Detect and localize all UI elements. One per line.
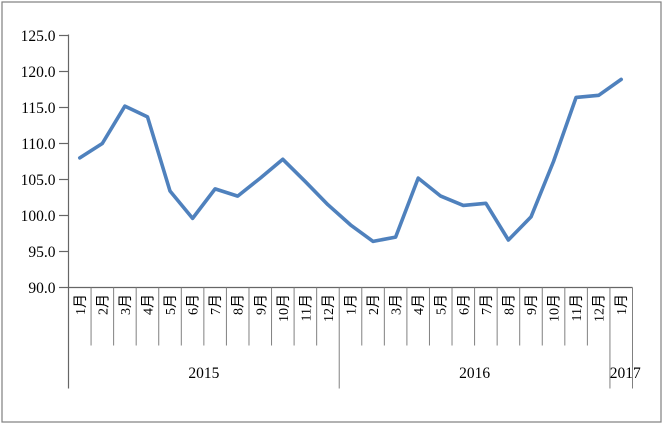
month-label: 12月 — [592, 294, 608, 322]
month-label: 3月 — [389, 294, 405, 315]
year-label: 2016 — [459, 365, 490, 382]
y-axis-tick-label: 125.0 — [21, 28, 56, 45]
y-axis-tick-label: 90.0 — [28, 280, 55, 297]
month-label: 12月 — [321, 294, 337, 322]
month-label: 7月 — [208, 294, 224, 315]
month-label: 5月 — [434, 294, 450, 315]
y-axis-tick-label: 120.0 — [21, 64, 56, 81]
y-axis-tick-label: 115.0 — [21, 100, 56, 117]
month-label: 3月 — [118, 294, 134, 315]
month-label: 11月 — [569, 294, 585, 321]
month-label: 9月 — [253, 294, 269, 315]
y-axis-tick-label: 110.0 — [21, 136, 56, 153]
month-label: 10月 — [547, 294, 563, 322]
month-label: 8月 — [231, 294, 247, 315]
month-label: 1月 — [344, 294, 360, 315]
month-label: 1月 — [614, 294, 630, 315]
month-label: 2月 — [95, 294, 111, 315]
month-label: 6月 — [456, 294, 472, 315]
month-label: 4月 — [140, 294, 156, 315]
month-label: 9月 — [524, 294, 540, 315]
month-label: 5月 — [163, 294, 179, 315]
month-label: 2月 — [366, 294, 382, 315]
month-label: 4月 — [411, 294, 427, 315]
month-label: 11月 — [298, 294, 314, 321]
data-line-series — [78, 77, 624, 244]
month-label: 6月 — [186, 294, 202, 315]
y-axis-tick-label: 95.0 — [28, 244, 55, 261]
month-label: 8月 — [501, 294, 517, 315]
year-label: 2017 — [610, 365, 641, 382]
y-axis-tick-label: 100.0 — [21, 208, 56, 225]
month-label: 10月 — [276, 294, 292, 322]
year-label: 2015 — [188, 365, 219, 382]
y-axis-tick-label: 105.0 — [21, 172, 56, 189]
month-label: 7月 — [479, 294, 495, 315]
month-label: 1月 — [73, 294, 89, 315]
